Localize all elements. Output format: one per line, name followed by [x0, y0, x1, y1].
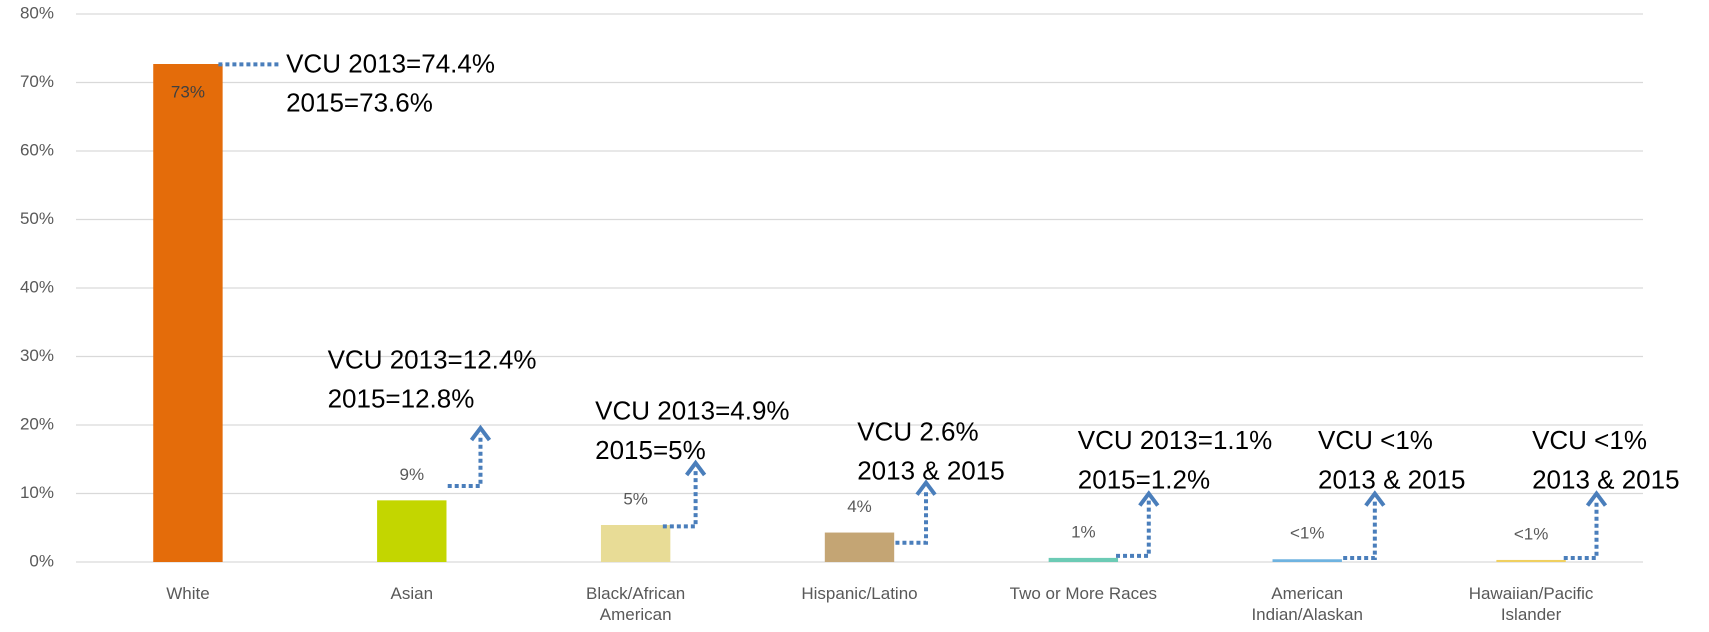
arrow-head — [915, 479, 937, 496]
bar — [824, 532, 895, 562]
x-tick-label: Black/African American — [586, 584, 686, 624]
bar — [1496, 559, 1566, 562]
annotation: 2013 & 2015 — [857, 456, 1004, 486]
arrow-head — [685, 459, 707, 477]
bar — [377, 500, 447, 562]
annotation-arrow — [1563, 500, 1599, 561]
x-tick-label: White — [166, 584, 210, 603]
annotation-arrow — [895, 489, 929, 545]
y-tick-label: 0% — [29, 551, 54, 570]
y-tick-label: 70% — [20, 72, 54, 91]
value-label: <1% — [1290, 524, 1325, 543]
annotation: VCU <1% — [1318, 425, 1433, 455]
annotation: VCU <1% — [1532, 425, 1647, 455]
value-label: 9% — [399, 465, 424, 484]
annotation: VCU 2013=74.4% — [286, 48, 495, 78]
x-tick-label: Hispanic/Latino — [801, 584, 918, 603]
annotation: VCU 2013=1.1% — [1078, 425, 1272, 455]
annotation: 2015=5% — [595, 435, 706, 465]
y-tick-label: 60% — [20, 140, 54, 159]
annotation-arrow — [447, 434, 483, 488]
annotation: 2015=12.8% — [328, 384, 475, 414]
bar — [1048, 557, 1119, 562]
x-tick-label: Asian — [390, 584, 434, 603]
annotation-arrow — [1343, 500, 1377, 561]
value-label: 1% — [1071, 522, 1096, 541]
value-label: 5% — [623, 489, 648, 508]
annotation: 2013 & 2015 — [1532, 464, 1679, 494]
annotation: 2015=1.2% — [1078, 464, 1210, 494]
y-tick-label: 20% — [20, 414, 54, 433]
annotation-arrow — [1116, 500, 1151, 558]
y-tick-label: 50% — [20, 209, 54, 228]
y-tick-label: 10% — [20, 483, 54, 502]
value-label: <1% — [1514, 524, 1549, 543]
annotation-arrow — [662, 469, 698, 529]
arrow-head — [1364, 490, 1386, 507]
arrow-head — [469, 424, 492, 442]
annotation: 2015=73.6% — [286, 88, 433, 118]
bar — [600, 525, 671, 562]
x-tick-label: Hawaiian/Pacific Islander — [1468, 584, 1594, 624]
arrow-head — [1138, 490, 1160, 507]
arrow-head — [1585, 490, 1608, 507]
value-label: 4% — [847, 497, 872, 516]
bar — [153, 64, 223, 562]
bar — [1272, 559, 1342, 562]
x-tick-label: American Indian/Alaskan — [1251, 584, 1363, 624]
annotation: 2013 & 2015 — [1318, 464, 1465, 494]
value-label: 73% — [171, 82, 205, 101]
y-tick-label: 80% — [20, 3, 54, 22]
annotation: VCU 2013=12.4% — [328, 344, 537, 374]
y-tick-label: 40% — [20, 277, 54, 296]
y-tick-label: 30% — [20, 346, 54, 365]
x-tick-label: Two or More Races — [1009, 584, 1158, 603]
annotation: VCU 2013=4.9% — [595, 396, 789, 426]
annotation: VCU 2.6% — [857, 416, 978, 446]
